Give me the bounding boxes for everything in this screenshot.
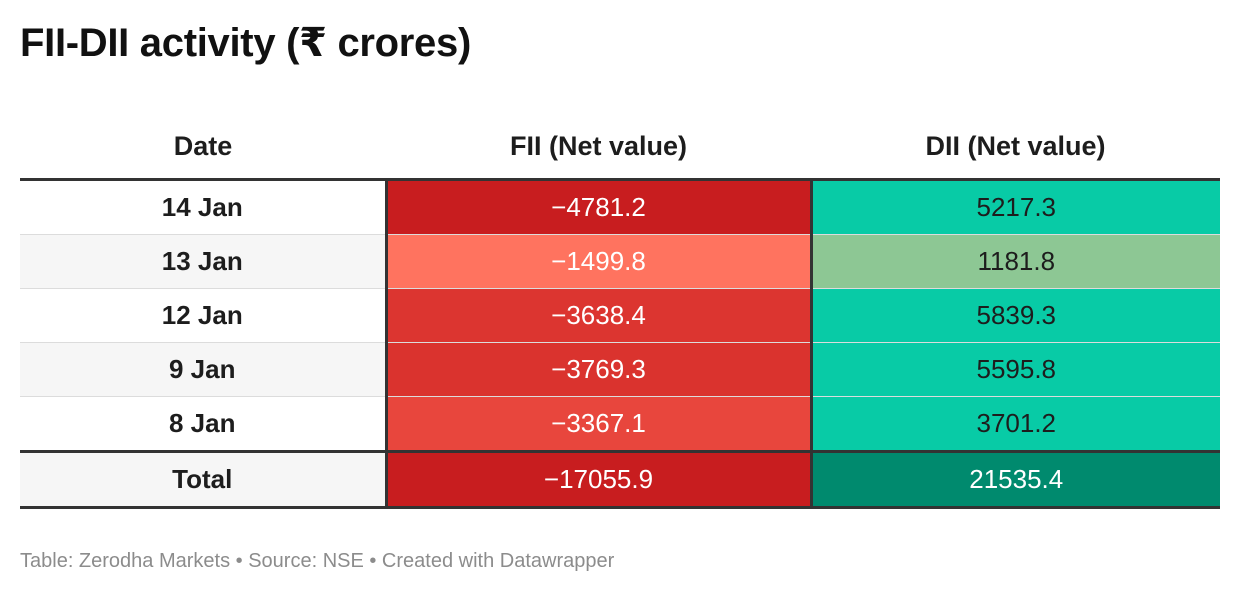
date-cell: 8 Jan — [20, 396, 388, 452]
dii-value-cell: 3701.2 — [811, 396, 1220, 452]
dii-value-cell: 5595.8 — [811, 342, 1220, 397]
fii-value-cell: −3638.4 — [386, 288, 813, 343]
date-cell: 14 Jan — [20, 179, 388, 235]
column-header-date[interactable]: Date — [20, 114, 386, 181]
source-footer: Table: Zerodha Markets • Source: NSE • C… — [20, 550, 615, 572]
date-cell: 13 Jan — [20, 234, 388, 289]
dii-value-cell: 1181.8 — [811, 234, 1220, 289]
table-row: 8 Jan −3367.1 3701.2 — [20, 396, 1220, 452]
total-label-cell: Total — [20, 450, 388, 509]
table-row: 9 Jan −3769.3 5595.8 — [20, 342, 1220, 397]
column-header-dii[interactable]: DII (Net value) — [811, 114, 1220, 181]
date-cell: 12 Jan — [20, 288, 388, 343]
total-row: Total −17055.9 21535.4 — [20, 450, 1220, 509]
fii-value-cell: −1499.8 — [386, 234, 813, 289]
fii-value-cell: −3769.3 — [386, 342, 813, 397]
fii-dii-table: Date FII (Net value) DII (Net value) 14 … — [20, 114, 1220, 509]
date-cell: 9 Jan — [20, 342, 388, 397]
dii-value-cell: 5217.3 — [811, 179, 1220, 235]
table-row: 12 Jan −3638.4 5839.3 — [20, 288, 1220, 343]
dii-total-cell: 21535.4 — [811, 450, 1220, 509]
fii-value-cell: −4781.2 — [386, 179, 813, 235]
chart-title: FII-DII activity (₹ crores) — [20, 21, 471, 65]
fii-value-cell: −3367.1 — [386, 396, 813, 452]
dii-value-cell: 5839.3 — [811, 288, 1220, 343]
fii-total-cell: −17055.9 — [386, 450, 813, 509]
column-header-fii[interactable]: FII (Net value) — [386, 114, 811, 181]
header-row: Date FII (Net value) DII (Net value) — [20, 114, 1220, 181]
table-row: 13 Jan −1499.8 1181.8 — [20, 234, 1220, 289]
table-row: 14 Jan −4781.2 5217.3 — [20, 179, 1220, 235]
